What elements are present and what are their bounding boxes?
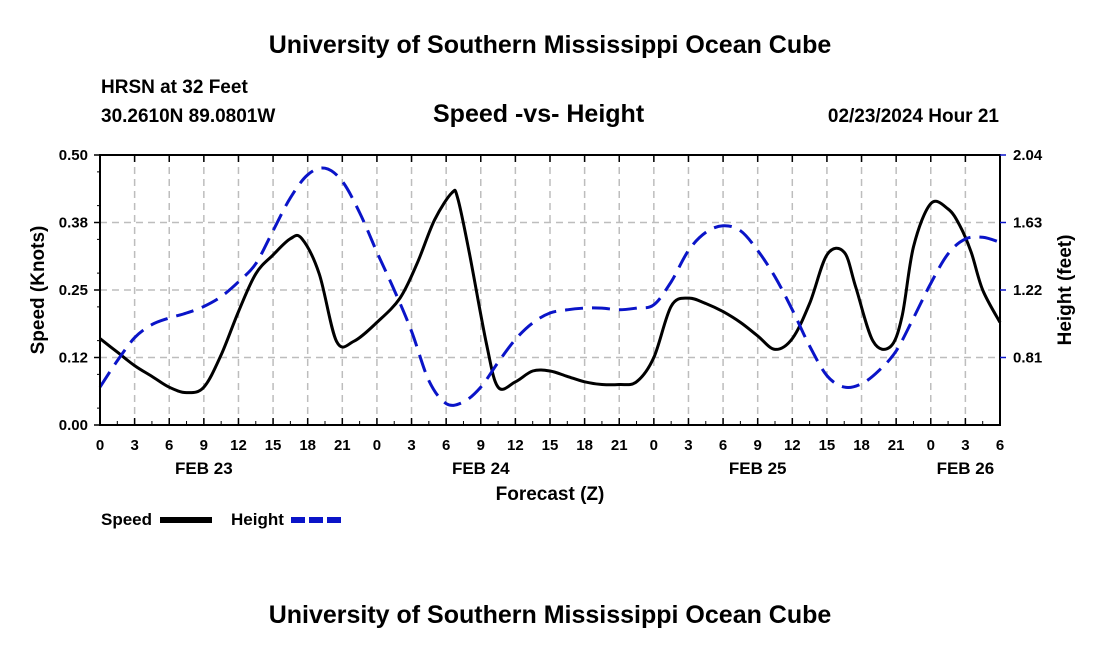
x-tick-label: 18: [299, 437, 316, 454]
speed-series-line: [99, 188, 1002, 395]
height-series-line: [98, 166, 1001, 407]
y2-tick-label: 2.04: [1013, 147, 1043, 164]
chart-title: Speed -vs- Height: [433, 100, 645, 128]
y-tick-label: 0.38: [59, 215, 88, 232]
y-tick-label: 0.25: [59, 282, 88, 299]
legend-speed-label: Speed: [101, 510, 153, 529]
y-axis-title: Speed (Knots): [28, 226, 49, 355]
x-tick-label: 0: [650, 437, 658, 454]
station-coordinates: 30.2610N 89.0801W: [101, 106, 276, 127]
x-tick-label: 12: [784, 437, 801, 454]
x-tick-label: 6: [719, 437, 727, 454]
forecast-timestamp: 02/23/2024 Hour 21: [827, 106, 999, 127]
legend-height-label: Height: [231, 510, 284, 529]
y-tick-label: 0.50: [59, 147, 88, 164]
x-tick-label: 6: [996, 437, 1004, 454]
x-tick-label: 0: [373, 437, 381, 454]
series-layer: [98, 166, 1002, 407]
x-tick-label: 18: [853, 437, 870, 454]
x-tick-label: 9: [754, 437, 762, 454]
grid-layer: [100, 154, 1000, 425]
x-tick-label: 3: [961, 437, 969, 454]
x-tick-label: 15: [819, 437, 836, 454]
page-title-bottom: University of Southern Mississippi Ocean…: [268, 601, 832, 629]
x-date-label: FEB 26: [937, 459, 995, 478]
x-tick-label: 15: [265, 437, 282, 454]
y2-tick-label: 0.81: [1013, 350, 1042, 367]
x-date-label: FEB 23: [175, 459, 233, 478]
page-title-top: University of Southern Mississippi Ocean…: [268, 31, 832, 59]
x-tick-label: 21: [334, 437, 351, 454]
x-tick-label: 9: [200, 437, 208, 454]
y-tick-label: 0.12: [59, 350, 88, 367]
y2-axis-title: Height (feet): [1055, 235, 1076, 346]
legend-height-swatch: [291, 517, 343, 523]
x-tick-label: 15: [542, 437, 559, 454]
x-tick-label: 0: [96, 437, 104, 454]
station-label: HRSN at 32 Feet: [101, 77, 248, 98]
axis-layer: 0 3 6 9 12 15 18 21 0 3 6 9 12 15 18 21 0 3 6 9 12 15 18 21 0 3 6F…: [28, 147, 1076, 505]
legend-speed-swatch: [160, 517, 212, 523]
x-date-label: FEB 25: [729, 459, 787, 478]
y-tick-label: 0.00: [59, 417, 88, 434]
x-tick-label: 3: [130, 437, 138, 454]
x-tick-label: 18: [576, 437, 593, 454]
x-tick-label: 12: [230, 437, 247, 454]
x-tick-label: 6: [442, 437, 450, 454]
x-date-label: FEB 24: [452, 459, 510, 478]
x-tick-label: 3: [407, 437, 415, 454]
x-tick-label: 6: [165, 437, 173, 454]
x-tick-label: 21: [888, 437, 905, 454]
x-tick-label: 3: [684, 437, 692, 454]
x-tick-label: 9: [477, 437, 485, 454]
x-tick-label: 0: [927, 437, 935, 454]
x-tick-label: 12: [507, 437, 524, 454]
y2-tick-label: 1.63: [1013, 215, 1042, 232]
x-axis-title: Forecast (Z): [496, 484, 605, 505]
x-tick-label: 21: [611, 437, 628, 454]
y2-tick-label: 1.22: [1013, 282, 1042, 299]
